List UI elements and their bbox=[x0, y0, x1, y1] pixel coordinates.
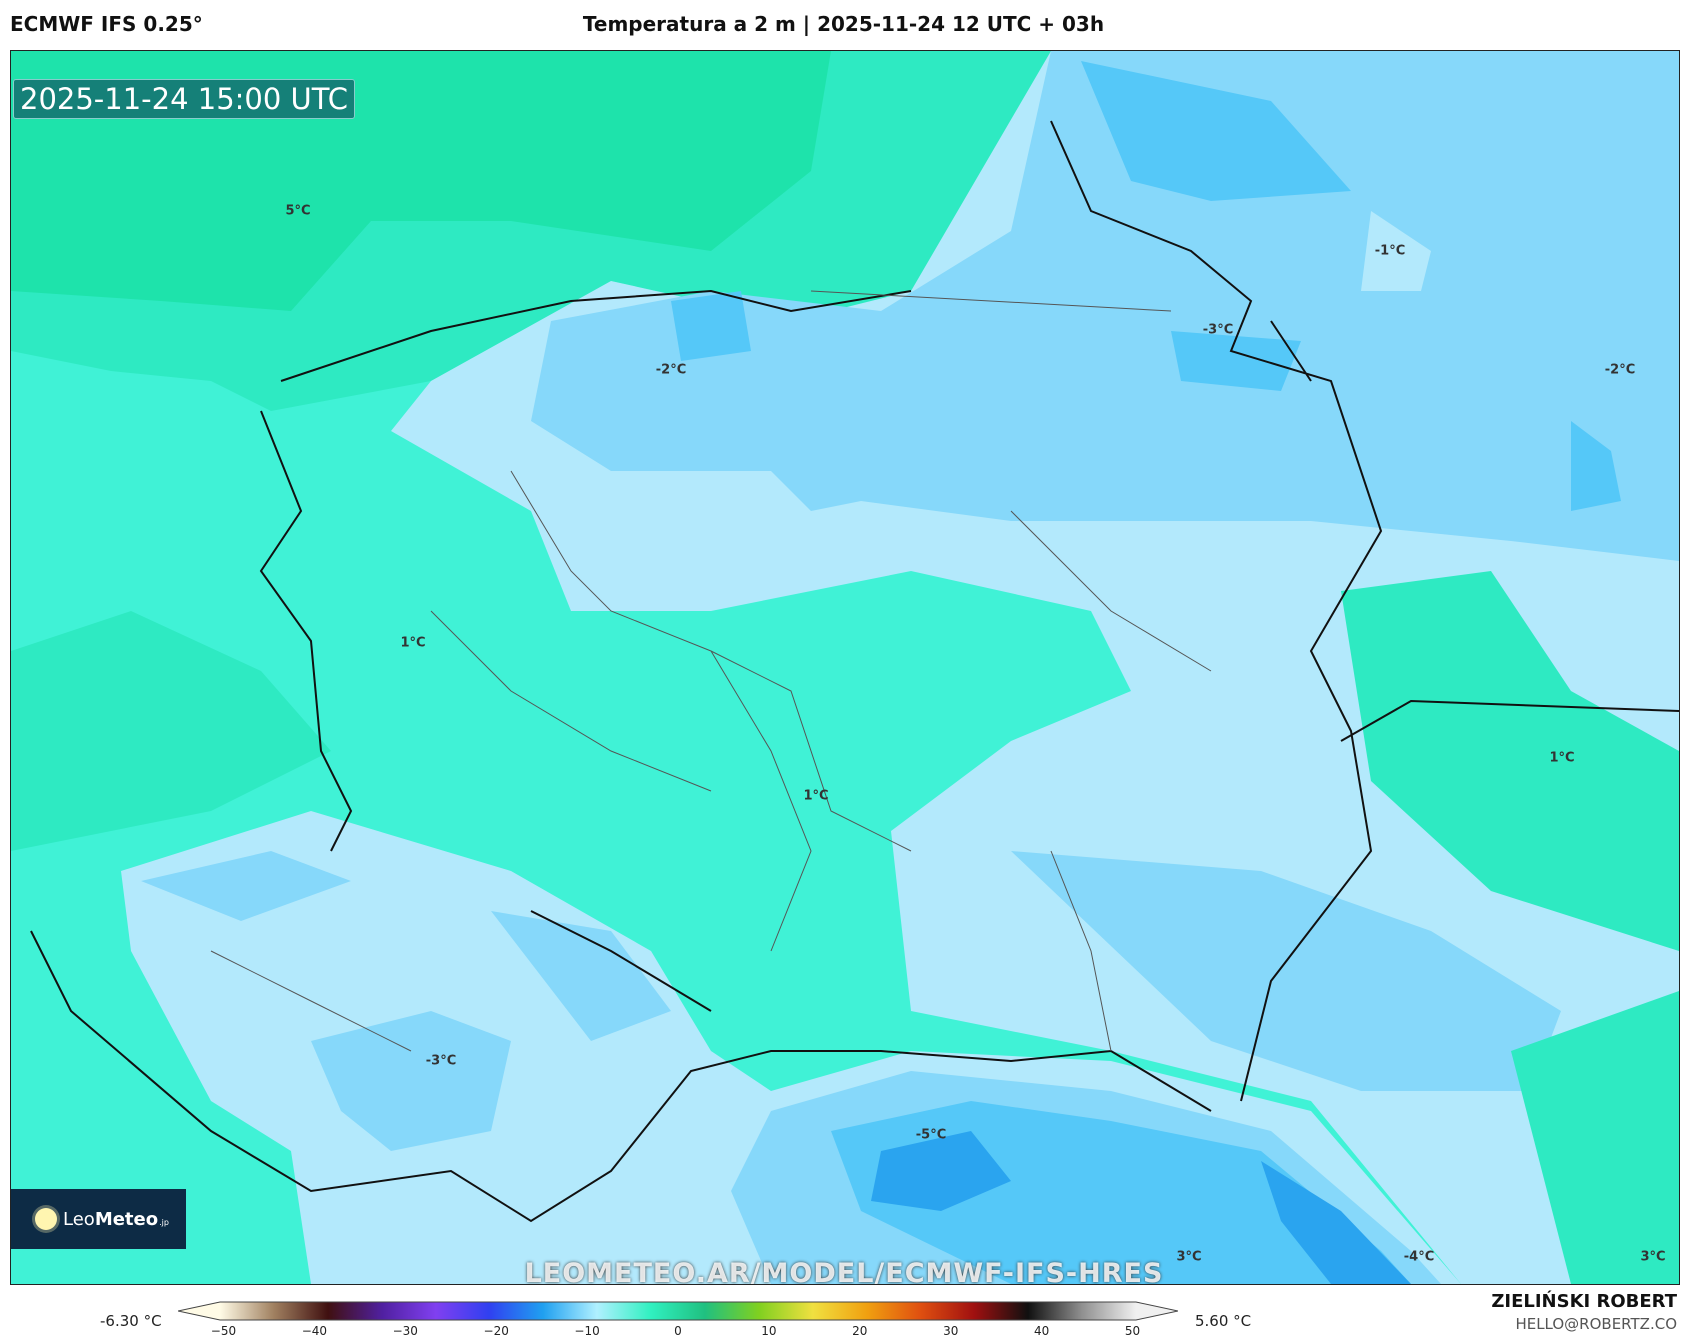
colorbar-tick: 50 bbox=[1124, 1324, 1141, 1338]
colorbar-min-label: -6.30 °C bbox=[100, 1312, 162, 1330]
logo-text-leo: Leo bbox=[63, 1208, 95, 1230]
author-email[interactable]: HELLO@ROBERTZ.CO bbox=[1515, 1315, 1677, 1333]
colorbar bbox=[178, 1301, 1178, 1321]
contour-label: 1°C bbox=[400, 635, 426, 651]
colorbar-tick: −40 bbox=[301, 1324, 328, 1338]
colorbar-tick: −50 bbox=[210, 1324, 237, 1338]
colorbar-tick: −10 bbox=[574, 1324, 600, 1338]
colorbar-tick: 40 bbox=[1033, 1324, 1050, 1338]
contour-label: -3°C bbox=[425, 1053, 457, 1069]
contour-label: 3°C bbox=[1176, 1249, 1202, 1265]
contour-label: 1°C bbox=[1549, 750, 1575, 766]
contour-label: -2°C bbox=[1604, 362, 1636, 378]
contour-label: -3°C bbox=[1202, 322, 1234, 338]
colorbar-tick: 20 bbox=[852, 1324, 868, 1338]
watermark-url: LEOMETEO.AR/MODEL/ECMWF-IFS-HRES bbox=[524, 1258, 1164, 1285]
valid-time-badge: 2025-11-24 15:00 UTC bbox=[13, 79, 356, 119]
colorbar-tick: 10 bbox=[761, 1324, 777, 1338]
logo-text-meteo: Meteo bbox=[94, 1208, 159, 1230]
chart-title: Temperatura a 2 m | 2025-11-24 12 UTC + … bbox=[582, 12, 1105, 36]
colorbar-tick: 0 bbox=[674, 1324, 682, 1338]
author-name: ZIELIŃSKI ROBERT bbox=[1491, 1291, 1677, 1312]
colorbar-max-label: 5.60 °C bbox=[1195, 1312, 1252, 1330]
logo-text-suffix: .jp bbox=[159, 1217, 169, 1227]
temperature-map[interactable]: 2025-11-24 15:00 UTC 5°C -2°C -1°C -3°C … bbox=[10, 50, 1680, 1285]
contour-label: -4°C bbox=[1403, 1249, 1435, 1265]
colorbar-gradient bbox=[178, 1301, 1178, 1321]
contour-label: -2°C bbox=[655, 362, 687, 378]
contour-label: 1°C bbox=[803, 788, 829, 804]
map-fill bbox=[11, 51, 1679, 1284]
contour-label: 3°C bbox=[1640, 1249, 1666, 1265]
colorbar-tick: 30 bbox=[943, 1324, 959, 1338]
sun-icon bbox=[35, 1208, 57, 1230]
contour-label: 5°C bbox=[285, 203, 311, 219]
colorbar-tick: −20 bbox=[483, 1324, 509, 1338]
model-name: ECMWF IFS 0.25° bbox=[10, 12, 203, 36]
contour-label: -1°C bbox=[1374, 243, 1406, 259]
leometeo-logo[interactable]: Leo Meteo .jp bbox=[11, 1189, 186, 1249]
contour-label: -5°C bbox=[915, 1127, 947, 1143]
colorbar-tick: −30 bbox=[392, 1324, 418, 1338]
